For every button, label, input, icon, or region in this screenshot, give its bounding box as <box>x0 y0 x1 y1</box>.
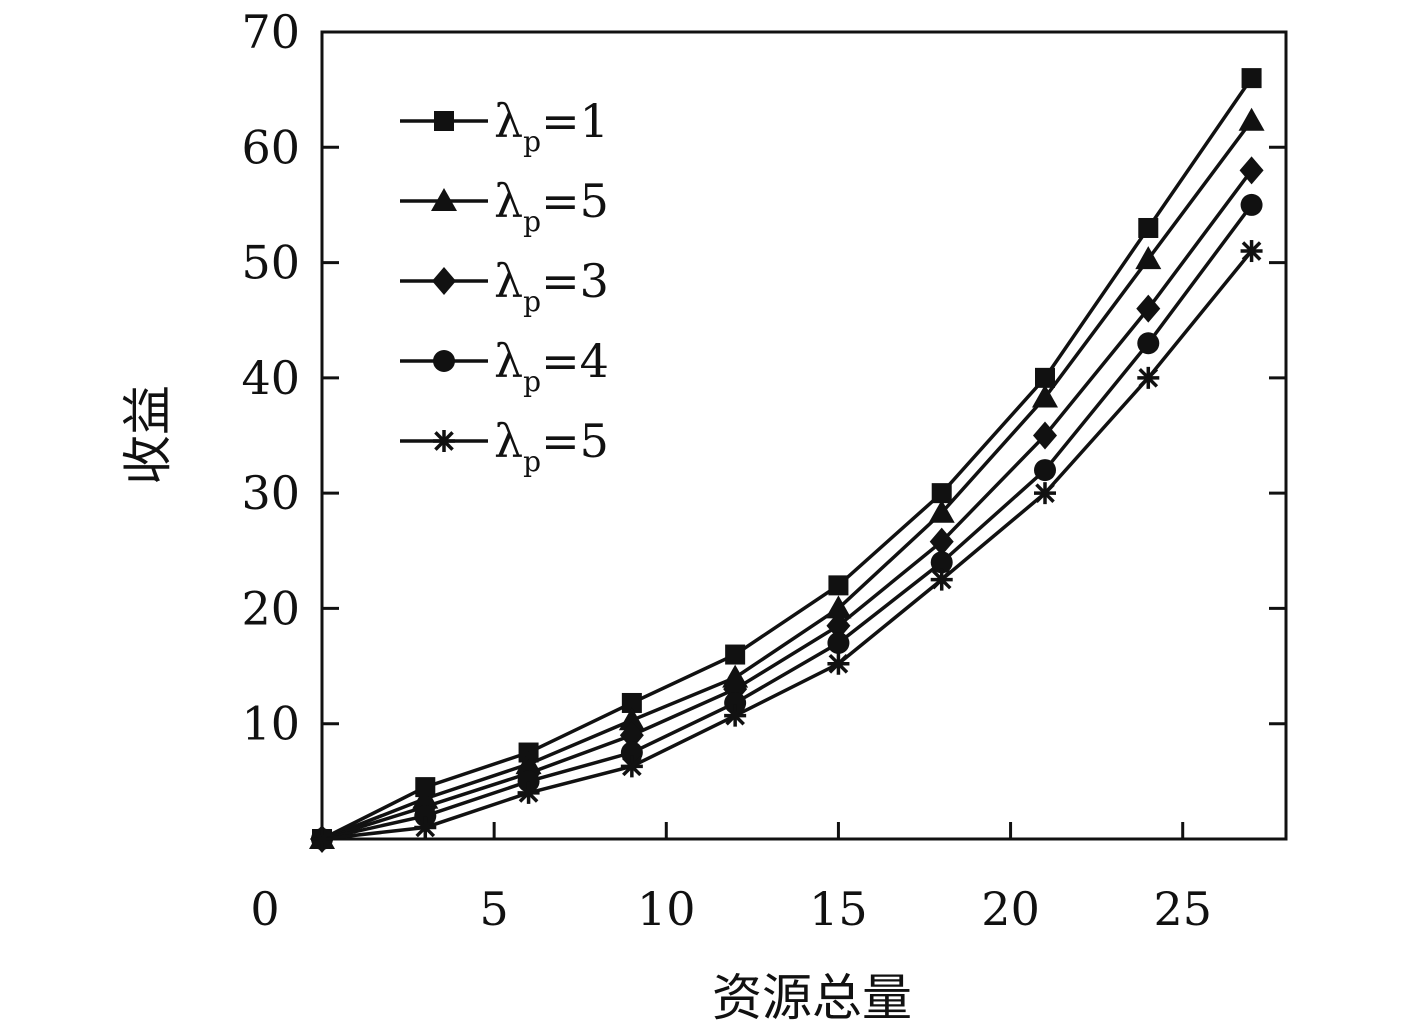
legend-item: λp=5 <box>400 174 609 238</box>
series-line <box>321 77 1254 841</box>
data-point <box>930 568 953 591</box>
legend-label: λp=1 <box>494 94 609 158</box>
y-tick-label: 70 <box>241 5 300 59</box>
data-point <box>619 721 644 750</box>
data-point <box>1138 217 1159 238</box>
series-3 <box>310 156 1264 853</box>
legend-marker <box>431 188 457 211</box>
data-point <box>1033 421 1057 450</box>
axis-ticks <box>322 30 1286 839</box>
data-point <box>828 575 849 596</box>
data-point <box>1241 68 1262 89</box>
data-point <box>931 483 952 504</box>
data-point <box>1137 366 1160 389</box>
data-point <box>827 652 850 675</box>
data-point <box>928 499 955 523</box>
legend-label: λp=5 <box>494 414 609 478</box>
data-point <box>929 527 954 556</box>
data-point <box>618 707 645 731</box>
x-tick-label: 10 <box>637 882 696 936</box>
data-point <box>620 755 643 778</box>
data-point <box>517 781 540 804</box>
legend: λp=1 λp=5 λp=3 λp=4 λp=5 <box>400 94 609 478</box>
y-tick-label: 10 <box>241 697 300 751</box>
data-point <box>620 741 643 764</box>
legend-item: λp=3 <box>400 254 609 318</box>
y-tick-label: 20 <box>241 581 300 635</box>
legend-label: λp=5 <box>494 174 609 238</box>
legend-marker <box>434 111 454 131</box>
data-point <box>1035 367 1055 388</box>
tick-labels: 5 10 15 20 25 10 20 30 40 50 60 70 <box>241 5 1212 936</box>
legend-item: λp=5 <box>400 414 609 478</box>
series-1 <box>312 68 1262 849</box>
legend-label: λp=3 <box>494 254 609 318</box>
plot-frame <box>320 30 1288 841</box>
x-tick-label: 5 <box>480 882 509 936</box>
data-point <box>414 816 437 839</box>
data-point <box>827 632 850 655</box>
data-point <box>1034 482 1056 505</box>
series-line <box>321 169 1253 841</box>
legend-label: λp=4 <box>494 334 609 398</box>
y-tick-label: 60 <box>241 120 300 174</box>
data-point <box>1239 156 1264 185</box>
data-point <box>825 595 852 619</box>
y-tick-label: 50 <box>241 236 300 290</box>
series-line <box>321 249 1253 841</box>
data-point <box>725 644 746 665</box>
x-tick-label: 20 <box>981 882 1040 936</box>
series-line <box>321 119 1253 841</box>
legend-item: λp=4 <box>400 334 609 398</box>
data-point <box>1137 332 1160 355</box>
y-tick-label: 40 <box>241 351 300 405</box>
legend-marker <box>433 350 455 372</box>
data-point <box>311 828 333 850</box>
data-point <box>1238 107 1265 131</box>
data-point <box>1136 294 1161 323</box>
data-point <box>1032 384 1058 408</box>
origin-label: 0 <box>250 882 279 936</box>
series-4 <box>311 193 1263 850</box>
legend-item: λp=1 <box>400 94 609 158</box>
data-point <box>724 704 747 727</box>
data-point <box>826 611 851 640</box>
y-axis-title: 收益 <box>119 385 177 485</box>
series-2 <box>309 107 1265 849</box>
y-tick-label: 30 <box>241 466 300 520</box>
data-point <box>621 692 642 713</box>
data-point <box>1135 246 1162 270</box>
x-axis-title: 资源总量 <box>712 969 912 1027</box>
data-point <box>1034 459 1056 482</box>
data-point <box>1240 193 1263 216</box>
series-5 <box>311 240 1263 850</box>
data-point <box>1240 240 1263 263</box>
data-point <box>930 551 953 574</box>
x-tick-label: 25 <box>1153 882 1212 936</box>
x-tick-label: 15 <box>809 882 868 936</box>
legend-marker <box>433 430 455 452</box>
series-line <box>321 203 1253 841</box>
legend-marker <box>432 267 456 295</box>
series-layer <box>309 68 1265 853</box>
